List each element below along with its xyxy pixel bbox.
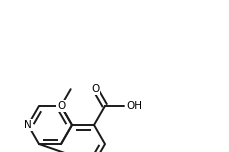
Text: O: O [57, 101, 65, 111]
Text: O: O [91, 84, 99, 94]
Text: N: N [24, 120, 32, 130]
Text: OH: OH [126, 101, 142, 111]
